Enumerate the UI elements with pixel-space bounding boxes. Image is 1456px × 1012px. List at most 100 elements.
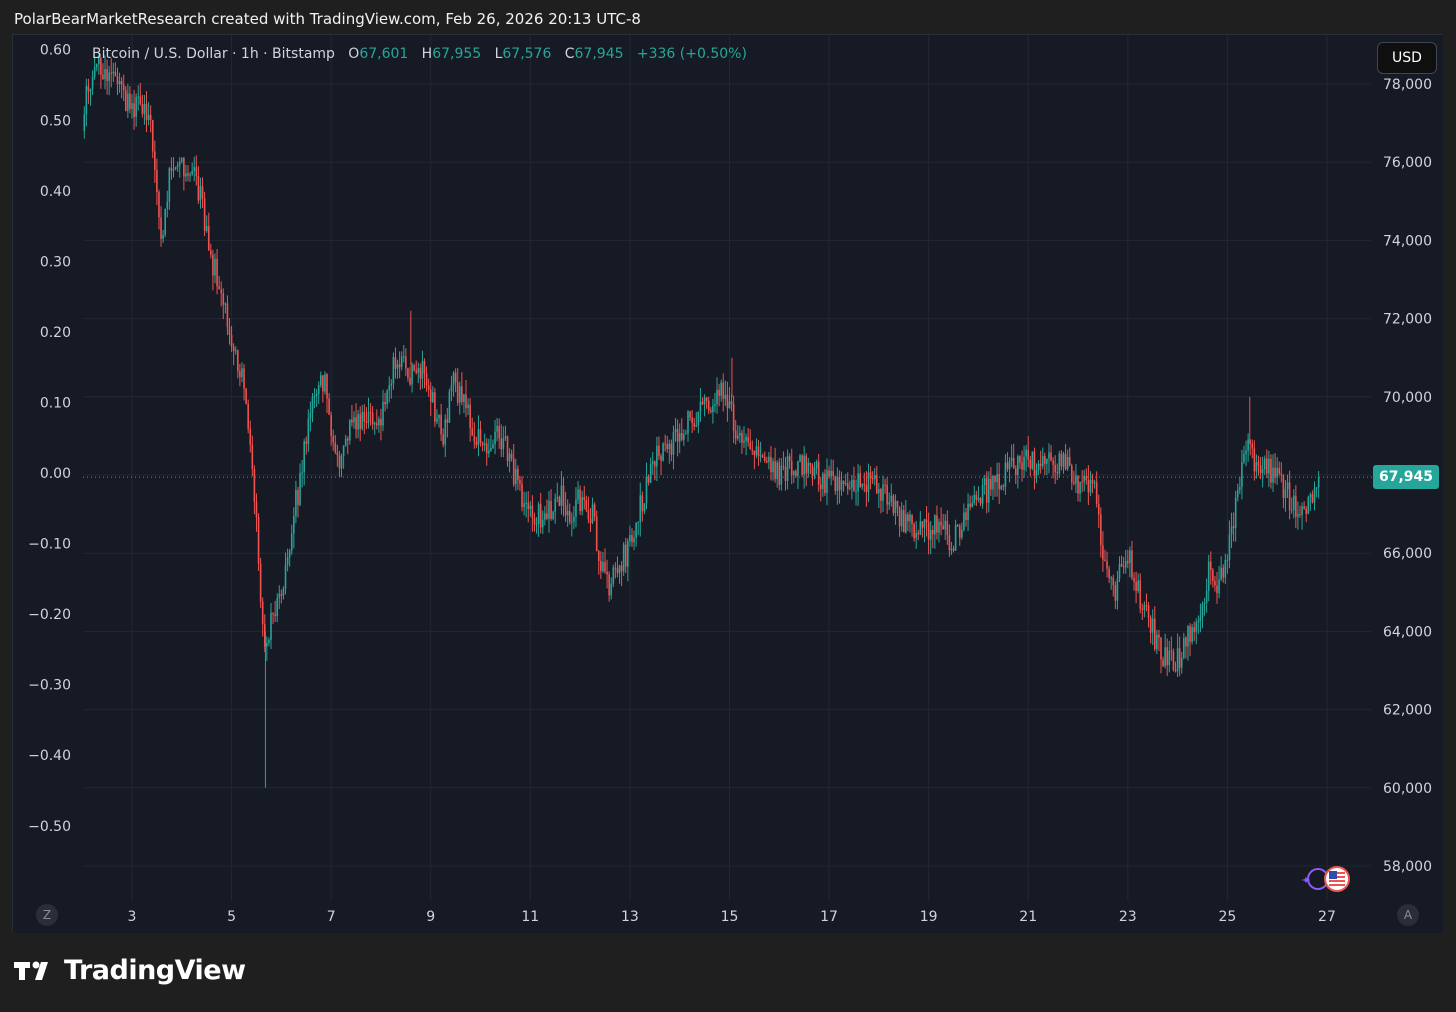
currency-button[interactable]: USD xyxy=(1377,42,1437,74)
candle-up xyxy=(807,462,810,474)
candle-down xyxy=(907,514,909,522)
candle-down xyxy=(921,521,924,528)
candle-down xyxy=(705,397,708,401)
candle-up xyxy=(189,174,191,176)
candle-down xyxy=(141,104,144,114)
candle-up xyxy=(890,495,893,503)
low-label: L xyxy=(494,46,503,62)
candle-down xyxy=(517,468,519,480)
candle-up xyxy=(678,433,681,442)
candle-up xyxy=(888,502,891,505)
candle-up xyxy=(1075,475,1077,484)
candle-up xyxy=(668,443,671,450)
candle-down xyxy=(1095,482,1098,504)
percent-axis-label: −0.20 xyxy=(28,607,71,623)
auto-scale-left-button[interactable]: Z xyxy=(36,904,58,926)
candle-down xyxy=(1052,460,1054,465)
candle-up xyxy=(386,390,388,405)
economic-events-icon[interactable] xyxy=(1298,866,1352,894)
candle-down xyxy=(763,457,766,462)
candle-down xyxy=(1149,617,1152,633)
candle-up xyxy=(199,186,202,201)
candle-down xyxy=(1222,567,1225,578)
candle-down xyxy=(664,443,666,445)
candle-up xyxy=(1083,475,1086,483)
candle-up xyxy=(340,456,343,469)
symbol-name[interactable]: Bitcoin / U.S. Dollar · 1h · Bitstamp xyxy=(92,46,335,62)
candle-down xyxy=(222,293,225,305)
candle-up xyxy=(176,165,179,167)
candle-down xyxy=(274,614,276,616)
candle-up xyxy=(1010,457,1013,462)
candles-group[interactable] xyxy=(83,52,1320,788)
candle-up xyxy=(739,432,741,436)
candle-up xyxy=(1239,486,1241,490)
candle-up xyxy=(303,441,305,473)
chart-frame[interactable]: 58,000 60,000 62,000 64,000 66,000 70,000 72,0… xyxy=(12,34,1443,933)
candle-up xyxy=(786,456,789,482)
candle-down xyxy=(456,382,459,403)
candle-down xyxy=(1131,550,1133,578)
candle-down xyxy=(1002,485,1005,487)
candle-down xyxy=(782,466,785,468)
candle-down xyxy=(1288,482,1291,511)
candle-up xyxy=(525,502,527,504)
candle-down xyxy=(263,624,266,647)
candle-up xyxy=(651,461,654,465)
candle-down xyxy=(593,504,596,517)
candle-up xyxy=(349,419,351,441)
symbol-legend[interactable]: Bitcoin / U.S. Dollar · 1h · Bitstamp O6… xyxy=(92,46,747,62)
candle-down xyxy=(87,86,90,92)
candle-down xyxy=(788,456,791,462)
auto-scale-right-button[interactable]: A xyxy=(1397,904,1419,926)
candle-up xyxy=(168,168,171,202)
candle-down xyxy=(454,372,457,383)
candlestick-chart[interactable]: 58,000 60,000 62,000 64,000 66,000 70,000 72,0… xyxy=(13,35,1443,933)
time-axis-label: 21 xyxy=(1019,909,1037,925)
candle-down xyxy=(658,445,660,456)
candle-up xyxy=(1268,458,1270,474)
candle-down xyxy=(1232,526,1235,528)
candle-down xyxy=(158,192,160,218)
candle-up xyxy=(452,372,455,385)
candle-up xyxy=(622,544,625,572)
candle-down xyxy=(183,158,185,177)
time-axis-label: 3 xyxy=(128,909,137,925)
candle-down xyxy=(1091,479,1094,484)
candle-down xyxy=(203,198,206,231)
candle-down xyxy=(817,461,820,485)
candle-up xyxy=(91,76,94,90)
candle-down xyxy=(1212,569,1214,581)
candle-up xyxy=(1031,451,1034,469)
candle-down xyxy=(795,471,797,476)
candle-up xyxy=(581,497,583,512)
candle-down xyxy=(1044,455,1046,464)
candle-up xyxy=(295,489,297,516)
candle-down xyxy=(587,509,590,520)
candle-down xyxy=(940,521,942,526)
candle-up xyxy=(1245,450,1247,454)
candle-up xyxy=(492,444,494,448)
candle-up xyxy=(1191,627,1193,642)
candle-up xyxy=(288,550,291,558)
candle-up xyxy=(695,425,698,427)
candle-up xyxy=(523,503,525,508)
candle-up xyxy=(382,401,384,426)
candle-down xyxy=(838,476,841,491)
candle-up xyxy=(1284,489,1287,498)
candle-up xyxy=(857,473,859,492)
candle-down xyxy=(359,414,362,429)
candle-down xyxy=(734,430,737,439)
candle-down xyxy=(1189,625,1191,642)
candle-down xyxy=(911,514,913,524)
candle-down xyxy=(1122,566,1125,568)
candle-down xyxy=(1060,453,1063,467)
candle-up xyxy=(432,392,434,402)
candle-down xyxy=(846,483,849,489)
candle-down xyxy=(1295,495,1297,517)
candle-up xyxy=(1224,560,1227,578)
candle-down xyxy=(1027,449,1030,460)
candle-down xyxy=(811,465,814,476)
candle-down xyxy=(1172,651,1175,671)
candle-up xyxy=(438,414,440,419)
